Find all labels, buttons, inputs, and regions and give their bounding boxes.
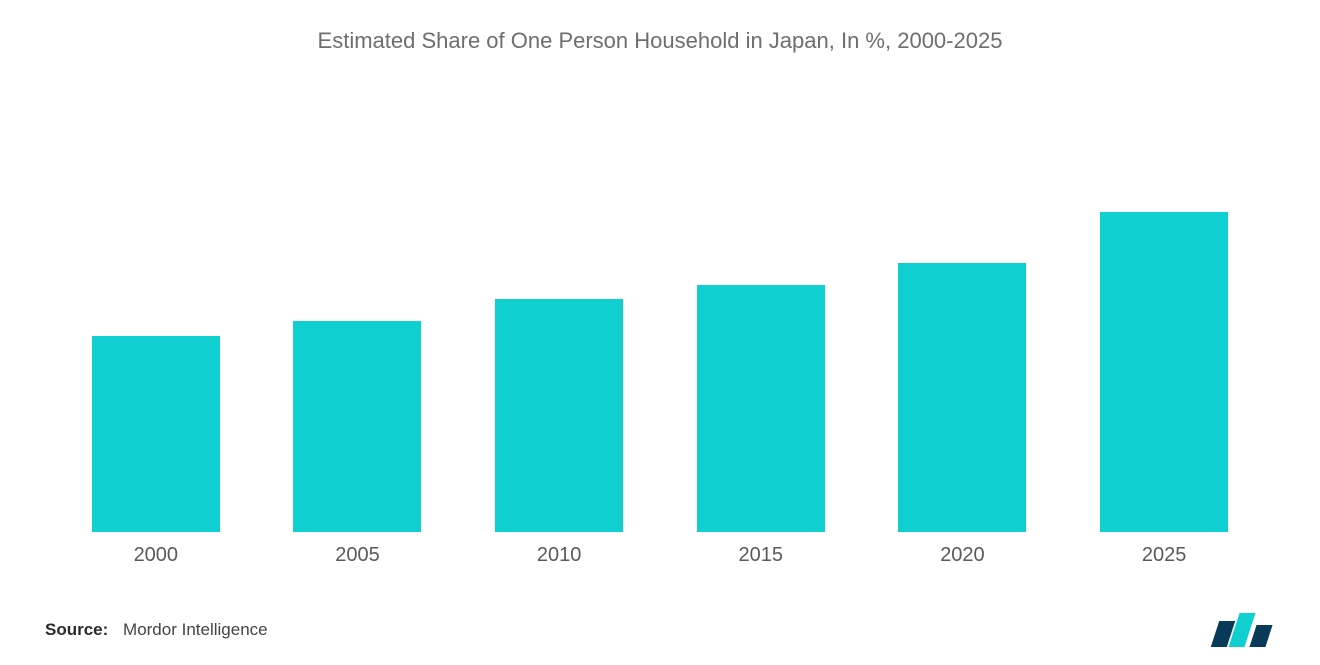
bar-column: 2015 [660,285,862,567]
bar-column: 2005 [257,321,459,567]
chart-bar [697,285,825,532]
category-label: 2005 [335,544,380,567]
chart-container: Estimated Share of One Person Household … [45,0,1275,665]
source-label: Source: [45,620,108,639]
category-label: 2010 [537,544,582,567]
bar-column: 2025 [1063,212,1265,567]
chart-plot-area: 2000 2005 2010 2015 2020 2025 [45,54,1275,567]
mordor-logo-icon [1215,613,1275,647]
chart-title: Estimated Share of One Person Household … [45,0,1275,54]
chart-bar [1100,212,1228,532]
logo-bar-icon [1249,625,1272,647]
source-text: Mordor Intelligence [123,620,268,639]
chart-bar [293,321,421,532]
category-label: 2000 [134,544,179,567]
chart-source: Source: Mordor Intelligence [45,620,268,640]
bar-column: 2010 [458,299,660,567]
chart-bar [898,263,1026,532]
category-label: 2025 [1142,544,1187,567]
chart-bar [92,336,220,532]
bar-column: 2000 [55,336,257,567]
bar-column: 2020 [862,263,1064,567]
chart-bar [495,299,623,532]
chart-footer: Source: Mordor Intelligence [45,567,1275,665]
category-label: 2020 [940,544,985,567]
category-label: 2015 [739,544,784,567]
